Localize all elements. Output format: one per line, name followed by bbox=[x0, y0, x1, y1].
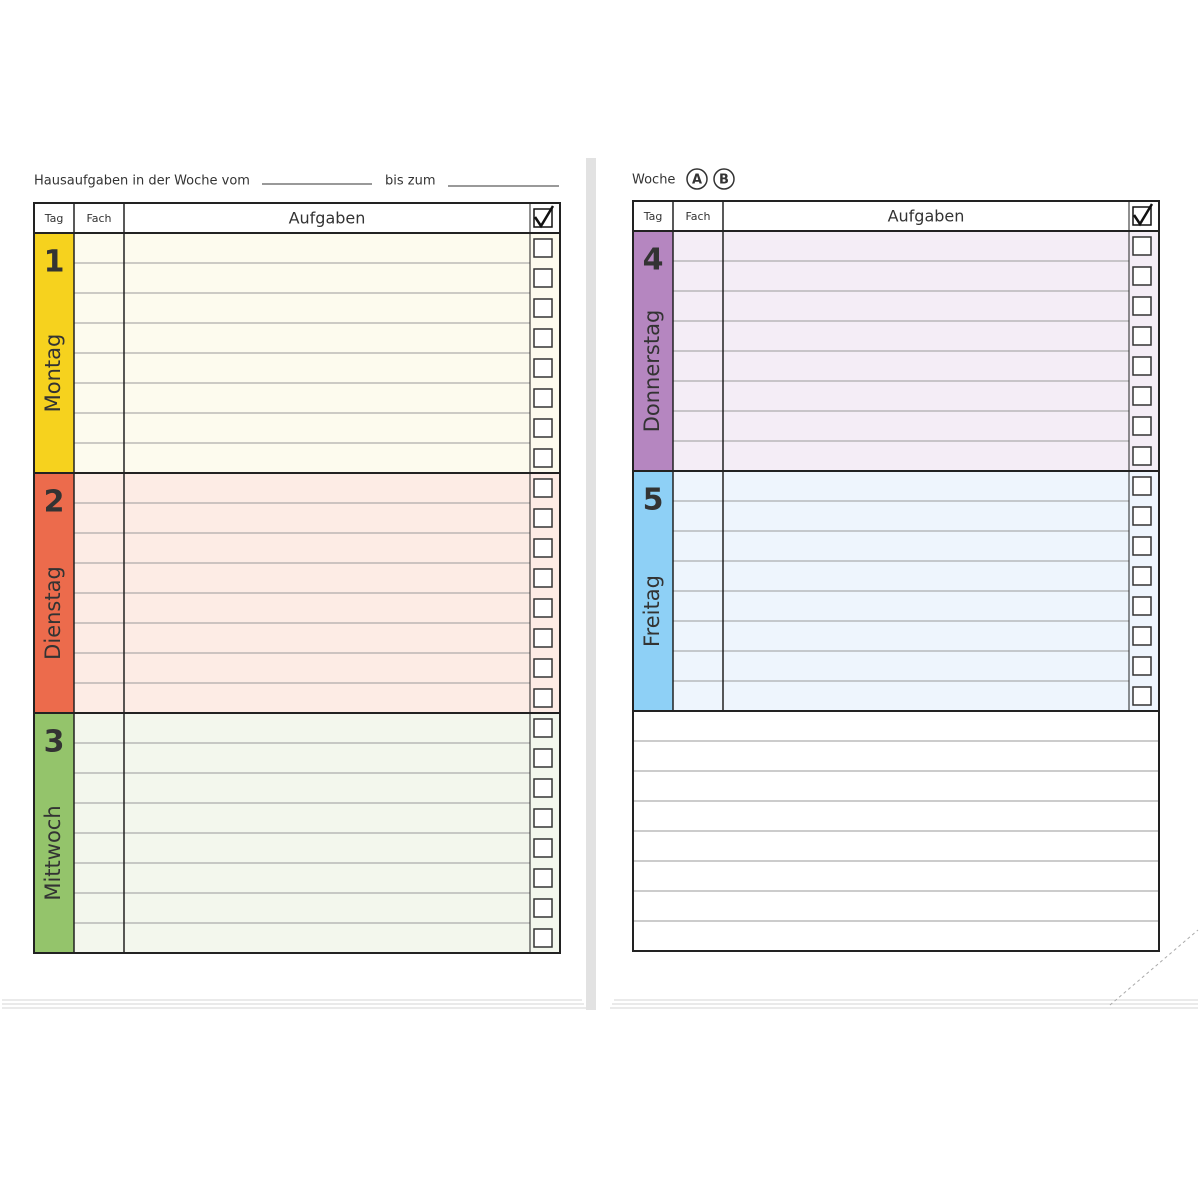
day-name: Donnerstag bbox=[640, 310, 664, 433]
page-stack bbox=[2, 999, 1198, 1009]
column-header: Tag bbox=[44, 212, 64, 225]
checkbox bbox=[1132, 596, 1152, 616]
column-header: Tag bbox=[643, 210, 663, 223]
checkbox bbox=[533, 508, 553, 528]
checkbox bbox=[533, 448, 553, 468]
checkbox bbox=[1132, 656, 1152, 676]
week-label: Woche bbox=[632, 173, 675, 188]
checkbox bbox=[1132, 416, 1152, 436]
checkbox bbox=[533, 658, 553, 678]
week-label: Hausaufgaben in der Woche vom bbox=[34, 174, 250, 189]
checkbox bbox=[533, 238, 553, 258]
checkbox bbox=[1132, 566, 1152, 586]
checkbox bbox=[533, 418, 553, 438]
day-tab bbox=[633, 471, 673, 711]
day-number: 2 bbox=[44, 485, 65, 520]
day-name: Dienstag bbox=[41, 566, 65, 660]
option-circle bbox=[713, 168, 735, 190]
checkbox bbox=[533, 718, 553, 738]
column-header: Aufgaben bbox=[289, 209, 366, 228]
cut-line bbox=[1109, 929, 1199, 1006]
day-number: 4 bbox=[643, 243, 664, 278]
checkbox bbox=[533, 568, 553, 588]
checkbox bbox=[533, 898, 553, 918]
checkbox bbox=[533, 538, 553, 558]
checkbox bbox=[1132, 506, 1152, 526]
to-label: bis zum bbox=[385, 174, 436, 189]
checkbox bbox=[1132, 386, 1152, 406]
day-tab bbox=[34, 713, 74, 953]
checkbox bbox=[533, 748, 553, 768]
column-header: Aufgaben bbox=[888, 207, 965, 226]
header-row bbox=[633, 201, 1159, 231]
day-tab bbox=[633, 231, 673, 471]
option-circle bbox=[686, 168, 708, 190]
checkbox bbox=[533, 358, 553, 378]
table-border bbox=[33, 202, 561, 954]
checkbox bbox=[533, 808, 553, 828]
day-tab bbox=[34, 473, 74, 713]
checkbox bbox=[1132, 296, 1152, 316]
checkbox bbox=[1132, 326, 1152, 346]
checkbox bbox=[533, 688, 553, 708]
checkbox bbox=[1132, 236, 1152, 256]
day-tab bbox=[34, 233, 74, 473]
checkbox bbox=[533, 298, 553, 318]
day-name: Montag bbox=[41, 334, 65, 413]
check-box-header bbox=[533, 208, 553, 228]
check-icon bbox=[1132, 203, 1154, 227]
column-header: Fach bbox=[685, 210, 710, 223]
table-border bbox=[632, 200, 1160, 952]
checkbox bbox=[533, 628, 553, 648]
check-box-header bbox=[1132, 206, 1152, 226]
checkbox bbox=[1132, 536, 1152, 556]
day-name: Mittwoch bbox=[41, 805, 65, 900]
option-a: A bbox=[692, 173, 702, 188]
checkbox bbox=[533, 928, 553, 948]
day-number: 3 bbox=[44, 725, 65, 760]
checkbox bbox=[1132, 626, 1152, 646]
checkbox bbox=[533, 268, 553, 288]
checkbox bbox=[533, 778, 553, 798]
column-header: Fach bbox=[86, 212, 111, 225]
checkbox bbox=[1132, 476, 1152, 496]
checkbox bbox=[533, 598, 553, 618]
header-row bbox=[34, 203, 560, 233]
checkbox bbox=[1132, 356, 1152, 376]
checkbox bbox=[533, 388, 553, 408]
tables: 1 Montag 2 Dienstag 3 Mittwoch Tag Fach Aufgaben… bbox=[33, 200, 1160, 954]
option-b: B bbox=[719, 173, 729, 188]
checkbox bbox=[533, 868, 553, 888]
day-number: 5 bbox=[643, 483, 664, 518]
day-name: Freitag bbox=[640, 575, 664, 647]
checkbox bbox=[1132, 446, 1152, 466]
checkbox bbox=[1132, 266, 1152, 286]
checkbox bbox=[533, 328, 553, 348]
checkbox bbox=[1132, 686, 1152, 706]
checkbox bbox=[533, 838, 553, 858]
checkbox bbox=[533, 478, 553, 498]
day-number: 1 bbox=[44, 245, 65, 280]
check-icon bbox=[533, 205, 555, 229]
